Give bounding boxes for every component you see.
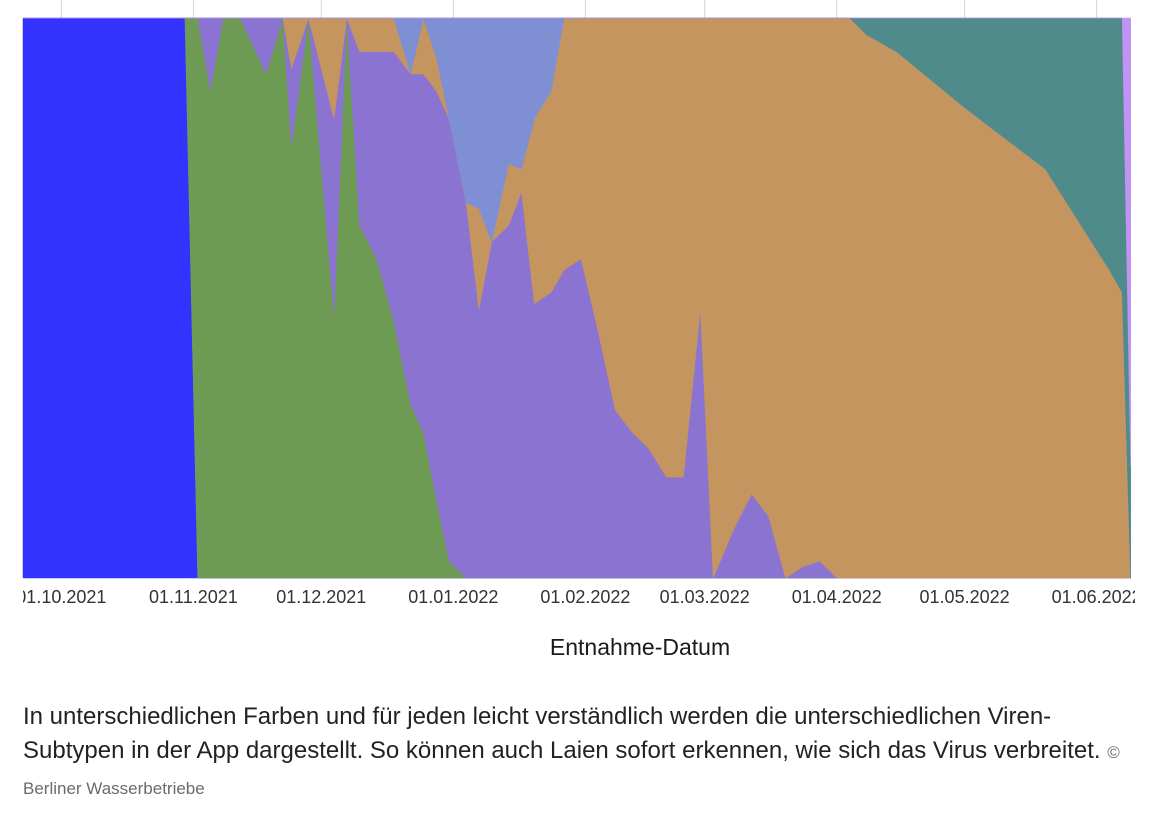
x-tick-label-5: 01.03.2022 bbox=[660, 587, 750, 607]
figure-caption: In unterschiedlichen Farben und für jede… bbox=[23, 700, 1128, 806]
x-tick-labels: 01.10.2021 01.11.2021 01.12.2021 01.01.2022… bbox=[16, 587, 1142, 607]
caption-credit: © Berliner Wasserbetriebe bbox=[23, 743, 1120, 798]
x-tick-label-7: 01.05.2022 bbox=[920, 587, 1010, 607]
x-tick-label-3: 01.01.2022 bbox=[408, 587, 498, 607]
chart-area: 01.10.2021 01.11.2021 01.12.2021 01.01.2022… bbox=[16, 0, 1142, 660]
x-tick-label-8: 01.06.2022 bbox=[1052, 587, 1142, 607]
x-tick-label-0: 01.10.2021 bbox=[16, 587, 106, 607]
x-tick-label-2: 01.12.2021 bbox=[276, 587, 366, 607]
x-tick-label-6: 01.04.2022 bbox=[792, 587, 882, 607]
x-tick-label-4: 01.02.2022 bbox=[540, 587, 630, 607]
caption-text: In unterschiedlichen Farben und für jede… bbox=[23, 703, 1101, 764]
series-areas bbox=[22, 17, 1131, 579]
x-axis-label: Entnahme-Datum bbox=[550, 634, 730, 660]
area-series-7 bbox=[23, 17, 1131, 467]
stacked-area-chart: 01.10.2021 01.11.2021 01.12.2021 01.01.2022… bbox=[16, 0, 1142, 660]
x-tick-label-1: 01.11.2021 bbox=[149, 587, 238, 607]
